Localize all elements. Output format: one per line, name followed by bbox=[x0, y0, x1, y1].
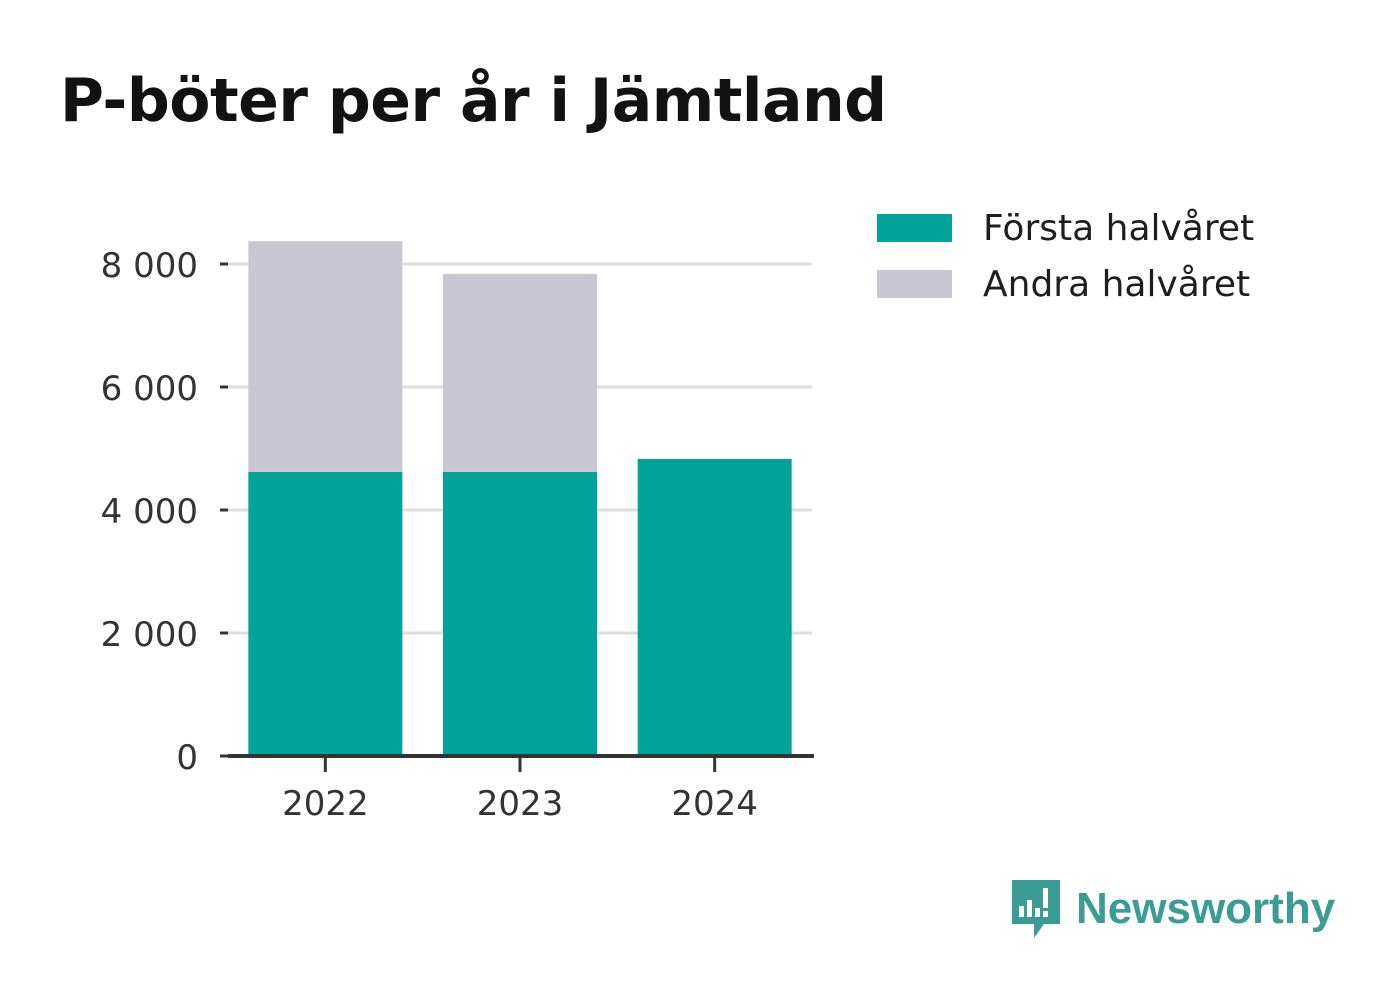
y-tick-label-0: 0 bbox=[176, 738, 198, 778]
x-tick-label-2024: 2024 bbox=[671, 784, 758, 824]
legend-label-second-half: Andra halvåret bbox=[983, 263, 1251, 305]
bar-2024-series-0 bbox=[637, 458, 792, 756]
x-tick-label-2023: 2023 bbox=[477, 784, 564, 824]
legend-item-first-half: Första halvåret bbox=[877, 200, 1254, 256]
bar-2022-series-0 bbox=[248, 471, 403, 756]
bars bbox=[248, 241, 792, 756]
bar-2023-series-0 bbox=[443, 471, 597, 756]
legend-label-first-half: Första halvåret bbox=[983, 207, 1255, 249]
bar-2023-series-1 bbox=[443, 273, 597, 472]
legend-swatch-second-half bbox=[877, 270, 952, 298]
y-tick-label-2000: 2 000 bbox=[101, 615, 198, 655]
axes: 0 2 000 4 000 6 000 8 000 2022 2023 2024 bbox=[101, 246, 814, 824]
y-tick-label-4000: 4 000 bbox=[101, 492, 198, 532]
x-tick-label-2022: 2022 bbox=[282, 784, 369, 824]
y-tick-label-6000: 6 000 bbox=[101, 369, 198, 409]
chart-title: P-böter per år i Jämtland bbox=[60, 66, 887, 136]
legend-swatch-first-half bbox=[877, 214, 952, 242]
brand-logo: Newsworthy bbox=[1010, 878, 1335, 940]
bar-2022-series-1 bbox=[248, 241, 403, 472]
newsworthy-logo-icon bbox=[1012, 880, 1060, 938]
y-tick-label-8000: 8 000 bbox=[101, 246, 198, 286]
legend: Första halvåret Andra halvåret bbox=[877, 200, 1254, 312]
legend-item-second-half: Andra halvåret bbox=[877, 256, 1254, 312]
brand-name: Newsworthy bbox=[1076, 884, 1336, 933]
